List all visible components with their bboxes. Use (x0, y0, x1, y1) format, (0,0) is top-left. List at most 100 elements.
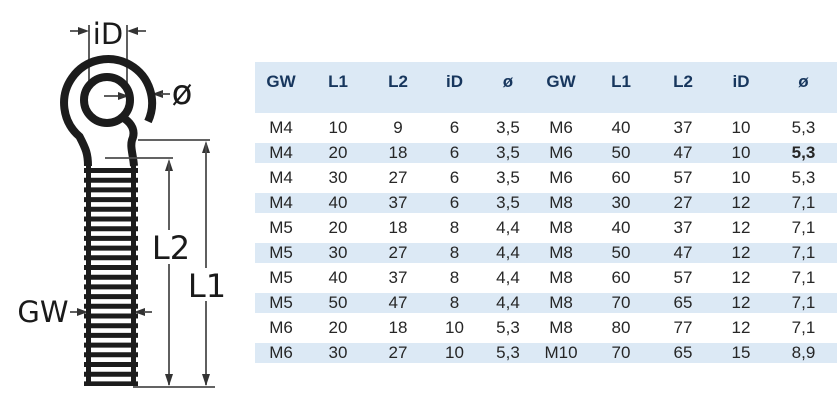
table-cell: 12 (712, 193, 770, 213)
table-cell: 7,1 (791, 268, 816, 287)
table-cell: 5,3 (482, 343, 534, 363)
table-cell: 4,4 (482, 293, 534, 313)
table-cell: 10 (328, 118, 348, 137)
table-cell: 57 (673, 268, 693, 287)
table-row: M4 40 37 6 3,5 M8 30 27 12 7,1 (255, 193, 837, 213)
table-cell: 47 (654, 243, 712, 263)
table-cell: 65 (654, 343, 712, 363)
table-cell: 8 (449, 268, 460, 287)
table-row: M5 30 27 8 4,4 M8 50 47 12 7,1 (255, 243, 837, 263)
dim-label-total-length: L1 (188, 267, 226, 305)
table-cell: 7,1 (791, 218, 816, 237)
table-cell: 7,1 (770, 293, 837, 313)
table-cell: M8 (549, 268, 573, 287)
table-cell: 77 (673, 318, 693, 337)
table-cell: 20 (328, 218, 348, 237)
table-cell: 12 (712, 243, 770, 263)
shank-length-dimension (105, 157, 173, 386)
eye-bolt-body (60, 55, 156, 386)
table-cell: M8 (534, 243, 588, 263)
table-cell: M6 (255, 343, 307, 363)
table-cell: 9 (393, 118, 403, 137)
table-cell: 7,1 (770, 193, 837, 213)
table-cell: 4,4 (496, 218, 520, 237)
wire-diameter-dimension (104, 90, 170, 100)
spec-table: GW L1 L2 iD ø GW L1 L2 iD ø M4 10 9 6 3,5 M6 40 37 10 5,3 M… (255, 57, 837, 368)
table-cell: M6 (549, 118, 573, 137)
table-cell: M4 (255, 193, 307, 213)
table-cell: 8 (427, 293, 482, 313)
table-row: M6 30 27 10 5,3 M10 70 65 15 8,9 (255, 343, 837, 363)
table-row: M4 10 9 6 3,5 M6 40 37 10 5,3 (255, 118, 837, 138)
table-cell: 20 (307, 143, 369, 163)
table-cell: M10 (534, 343, 588, 363)
table-cell: 12 (712, 293, 770, 313)
inner-diameter-dimension (70, 25, 146, 83)
table-cell: 80 (611, 318, 631, 337)
dim-label-thread: GW (17, 295, 68, 329)
table-cell: 10 (445, 318, 464, 337)
table-cell: 8,9 (770, 343, 837, 363)
table-cell: 27 (654, 193, 712, 213)
table-cell: 5,3 (496, 318, 520, 337)
table-cell: 50 (588, 243, 654, 263)
column-header: GW (534, 62, 588, 113)
table-cell: 27 (369, 243, 427, 263)
table-cell: 18 (369, 143, 427, 163)
table-cell: 10 (712, 143, 770, 163)
table-cell: M6 (269, 318, 293, 337)
table-cell: 30 (307, 243, 369, 263)
table-cell: 37 (388, 268, 408, 287)
table-cell: 10 (731, 168, 751, 187)
column-header: L1 (588, 62, 654, 113)
table-cell: 7,1 (791, 318, 816, 337)
table-cell: 20 (328, 318, 348, 337)
table-cell: 7,1 (770, 243, 837, 263)
table-row: M5 50 47 8 4,4 M8 70 65 12 7,1 (255, 293, 837, 313)
table-row: M6 20 18 10 5,3 M8 80 77 12 7,1 (255, 318, 837, 338)
table-cell: 37 (673, 218, 693, 237)
dim-label-wire-diameter: ø (172, 73, 193, 113)
table-cell: 40 (307, 193, 369, 213)
table-cell: 47 (369, 293, 427, 313)
table-cell: 3,5 (482, 143, 534, 163)
table-cell: 5,3 (770, 143, 837, 163)
table-cell: M4 (255, 143, 307, 163)
table-cell: 70 (588, 293, 654, 313)
table-cell: 37 (673, 118, 693, 137)
spec-table-wrap: GW L1 L2 iD ø GW L1 L2 iD ø M4 10 9 6 3,5 M6 40 37 10 5,3 M… (255, 57, 837, 368)
table-cell: M5 (269, 218, 293, 237)
table-cell: M4 (269, 118, 293, 137)
table-cell: 6 (427, 193, 482, 213)
table-row: M4 20 18 6 3,5 M6 50 47 10 5,3 (255, 143, 837, 163)
table-cell: M4 (269, 168, 293, 187)
table-cell: M5 (255, 243, 307, 263)
table-cell: 40 (611, 218, 631, 237)
spec-table-header: GW L1 L2 iD ø GW L1 L2 iD ø (255, 62, 837, 113)
dim-label-inner-diameter: iD (93, 17, 123, 51)
column-header: iD (427, 62, 482, 113)
table-cell: 3,5 (482, 193, 534, 213)
table-cell: M8 (534, 293, 588, 313)
table-cell: 30 (588, 193, 654, 213)
dim-label-shank-length: L2 (152, 229, 190, 267)
table-cell: 40 (328, 268, 348, 287)
table-cell: 12 (731, 318, 751, 337)
table-row: M5 20 18 8 4,4 M8 40 37 12 7,1 (255, 218, 837, 238)
table-cell: M8 (549, 318, 573, 337)
table-cell: 6 (427, 143, 482, 163)
eye-bolt-diagram: iD ø L2 L1 GW (17, 17, 226, 388)
thread-diameter-dimension (70, 308, 152, 316)
table-row: M4 30 27 6 3,5 M6 60 57 10 5,3 (255, 168, 837, 188)
table-cell: 60 (611, 168, 631, 187)
table-cell: 12 (731, 218, 751, 237)
table-cell: 15 (712, 343, 770, 363)
table-cell: 8 (449, 218, 460, 237)
table-row: M5 40 37 8 4,4 M8 60 57 12 7,1 (255, 268, 837, 288)
column-header: iD (712, 62, 770, 113)
column-header: ø (482, 62, 534, 113)
table-cell: 10 (427, 343, 482, 363)
table-cell: 30 (328, 168, 348, 187)
table-cell: 4,4 (482, 243, 534, 263)
table-cell: 30 (307, 343, 369, 363)
